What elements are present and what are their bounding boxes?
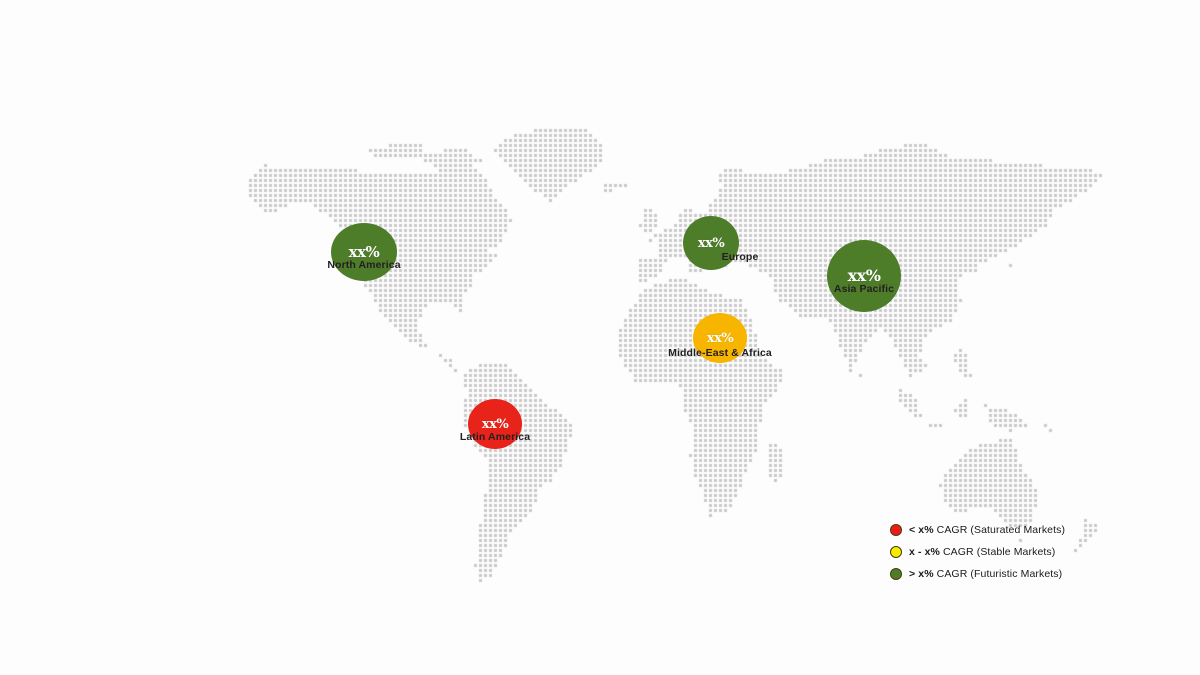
region-bubble-europe[interactable]: xx% Europe	[683, 216, 758, 270]
legend-item-0: < x% CAGR (Saturated Markets)	[890, 519, 1130, 541]
bubble-value-north-america: xx%	[348, 242, 380, 261]
bubble-circle-north-america[interactable]: xx%	[331, 223, 397, 281]
bubble-value-middle-east-africa: xx%	[706, 330, 734, 346]
bubble-value-latin-america: xx%	[481, 416, 509, 432]
bubble-circle-asia-pacific[interactable]: xx%	[827, 240, 901, 312]
legend: < x% CAGR (Saturated Markets) x - x% CAGR…	[890, 519, 1130, 585]
bubble-circle-latin-america[interactable]: xx%	[468, 399, 522, 449]
bubble-value-asia-pacific: xx%	[847, 266, 881, 285]
bubble-circle-europe[interactable]: xx%	[683, 216, 739, 270]
bubble-label-north-america: North America	[327, 259, 401, 271]
legend-label-0: < x% CAGR (Saturated Markets)	[909, 524, 1066, 536]
legend-item-1: x - x% CAGR (Stable Markets)	[890, 541, 1130, 563]
bubble-circle-middle-east-africa[interactable]: xx%	[693, 313, 747, 363]
region-bubble-north-america[interactable]: xx% North America	[327, 223, 401, 281]
legend-label-1: x - x% CAGR (Stable Markets)	[909, 546, 1056, 558]
legend-swatch-icon-1	[890, 546, 902, 558]
bubble-label-europe: Europe	[721, 251, 759, 263]
bubble-label-asia-pacific: Asia Pacific	[833, 283, 895, 295]
region-bubble-latin-america[interactable]: xx% Latin America	[460, 399, 530, 449]
bubble-value-europe: xx%	[697, 235, 725, 251]
legend-label-2: > x% CAGR (Futuristic Markets)	[909, 568, 1063, 580]
legend-swatch-icon-0	[890, 524, 902, 536]
bubble-label-middle-east-africa: Middle-East & Africa	[668, 347, 772, 359]
region-bubble-middle-east-africa[interactable]: xx% Middle-East & Africa	[668, 313, 772, 363]
legend-item-2: > x% CAGR (Futuristic Markets)	[890, 563, 1130, 585]
bubble-label-latin-america: Latin America	[459, 431, 531, 443]
legend-swatch-icon-2	[890, 568, 902, 580]
region-bubble-asia-pacific[interactable]: xx% Asia Pacific	[827, 240, 901, 312]
